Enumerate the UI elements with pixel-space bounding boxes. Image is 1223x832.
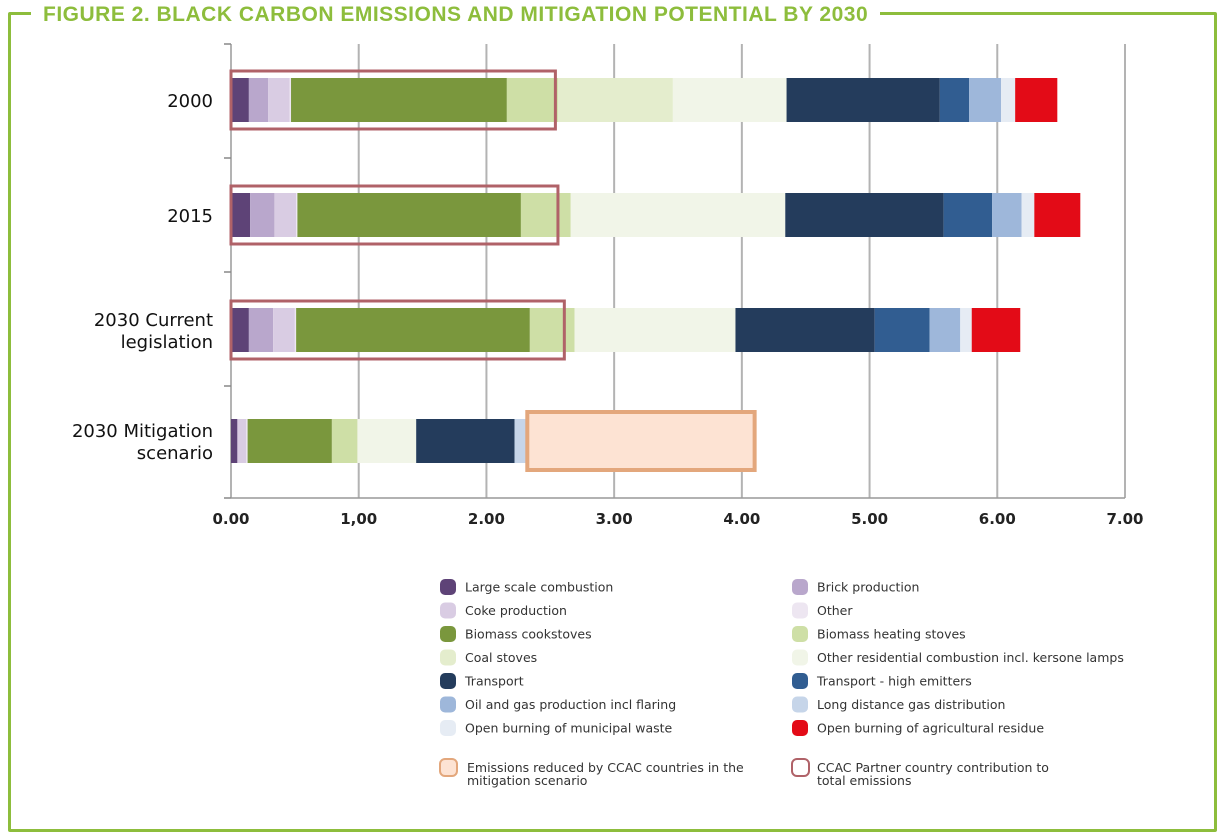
bar-segment: [929, 308, 961, 352]
bar-segment: [529, 308, 575, 352]
legend-swatch: [440, 649, 456, 666]
x-tick-label: 5.00: [851, 510, 888, 528]
bar-segment: [969, 78, 1002, 122]
bar-segment: [735, 308, 875, 352]
category-label: 2030 Mitigation: [72, 421, 213, 442]
x-tick-label: 2.00: [468, 510, 505, 528]
bar-segment: [971, 308, 1021, 352]
legend-swatch: [440, 602, 456, 619]
bar-segment: [231, 193, 251, 237]
legend-label: Transport: [464, 674, 524, 689]
legend-swatch: [440, 696, 456, 713]
bar-segment: [1015, 78, 1058, 122]
bar-segment: [248, 308, 274, 352]
legend-label: Open burning of municipal waste: [465, 721, 673, 736]
bar-segment: [786, 78, 940, 122]
legend-swatch-partner: [791, 758, 810, 777]
bar-segment: [992, 193, 1022, 237]
bar-segment: [1021, 193, 1035, 237]
x-tick-label: 3.00: [596, 510, 633, 528]
legend-swatch: [792, 579, 808, 595]
legend-swatch: [440, 626, 456, 642]
legend-label: Other: [817, 603, 853, 618]
bar-segment: [943, 193, 993, 237]
legend-swatch: [792, 696, 808, 713]
bar-segment: [247, 419, 332, 463]
bar-segment: [231, 419, 238, 463]
legend-swatch: [792, 602, 808, 619]
bar-segment: [331, 419, 358, 463]
bar-segment: [250, 193, 275, 237]
legend-swatch: [792, 649, 808, 666]
bar-segment: [237, 419, 247, 463]
legend-label-partner: CCAC Partner country contribution to: [817, 760, 1049, 775]
category-label: 2000: [167, 91, 213, 112]
x-tick-label: 7.00: [1106, 510, 1143, 528]
x-tick-label: 4.00: [723, 510, 760, 528]
bar-segment: [939, 78, 970, 122]
bar-segment: [520, 193, 571, 237]
legend-label: Biomass cookstoves: [465, 627, 592, 642]
bar-segment: [1034, 193, 1081, 237]
legend-swatch: [792, 626, 808, 642]
x-tick-label: 1,00: [340, 510, 377, 528]
bar-segment: [289, 78, 292, 122]
legend-label: Long distance gas distribution: [817, 697, 1005, 712]
legend-label: Transport - high emitters: [816, 674, 972, 689]
partner-contribution-box: [229, 184, 560, 246]
bar-segment: [231, 308, 249, 352]
bar-segment: [357, 419, 417, 463]
bar-segment: [960, 308, 972, 352]
legend-label-reduction: mitigation scenario: [467, 773, 587, 788]
bar-segment: [514, 419, 529, 463]
bar-segment: [574, 308, 736, 352]
bar-segment: [231, 78, 249, 122]
legend-swatch: [440, 720, 456, 736]
bar-segment: [570, 193, 786, 237]
legend-label: Large scale combustion: [465, 580, 613, 595]
bar-segment: [297, 193, 521, 237]
legend-swatch: [440, 579, 456, 595]
bar-segment: [672, 78, 787, 122]
reduction-box: [525, 410, 757, 472]
legend-swatch-reduction: [439, 758, 458, 777]
legend-label: Other residential combustion incl. kerso…: [817, 650, 1124, 665]
bar-segment: [416, 419, 515, 463]
bar-segment: [296, 193, 298, 237]
legend-label: Biomass heating stoves: [817, 627, 966, 642]
bar-segment: [296, 308, 530, 352]
bar-segment: [246, 419, 248, 463]
legend-label: Oil and gas production incl flaring: [465, 697, 676, 712]
category-label: scenario: [137, 443, 213, 464]
x-tick-label: 0.00: [212, 510, 249, 528]
bar-segment: [248, 78, 269, 122]
x-tick-label: 6.00: [979, 510, 1016, 528]
bar-segment: [506, 78, 558, 122]
bar-segment: [785, 193, 944, 237]
bar-segment: [874, 308, 930, 352]
legend-label: Open burning of agricultural residue: [817, 721, 1044, 736]
legend-swatch: [440, 673, 456, 689]
legend-label-reduction: Emissions reduced by CCAC countries in t…: [467, 760, 744, 775]
bar-segment: [557, 78, 673, 122]
bar-segment: [268, 78, 290, 122]
bar-segment: [294, 308, 297, 352]
partner-contribution-box: [229, 299, 566, 361]
legend-label-partner: total emissions: [817, 773, 911, 788]
bar-segment: [274, 193, 297, 237]
legend-label: Coke production: [465, 603, 567, 618]
legend-swatch: [792, 720, 808, 736]
figure-title: FIGURE 2. BLACK CARBON EMISSIONS AND MIT…: [31, 1, 881, 29]
legend-label: Brick production: [817, 580, 919, 595]
bar-segment: [1001, 78, 1016, 122]
partner-contribution-box: [229, 69, 557, 131]
bar-segment: [291, 78, 507, 122]
category-label: 2015: [167, 206, 213, 227]
category-label: legislation: [121, 332, 213, 353]
category-label: 2030 Current: [94, 310, 213, 331]
legend-swatch: [792, 673, 808, 689]
bar-segment: [273, 308, 295, 352]
legend-label: Coal stoves: [465, 650, 537, 665]
